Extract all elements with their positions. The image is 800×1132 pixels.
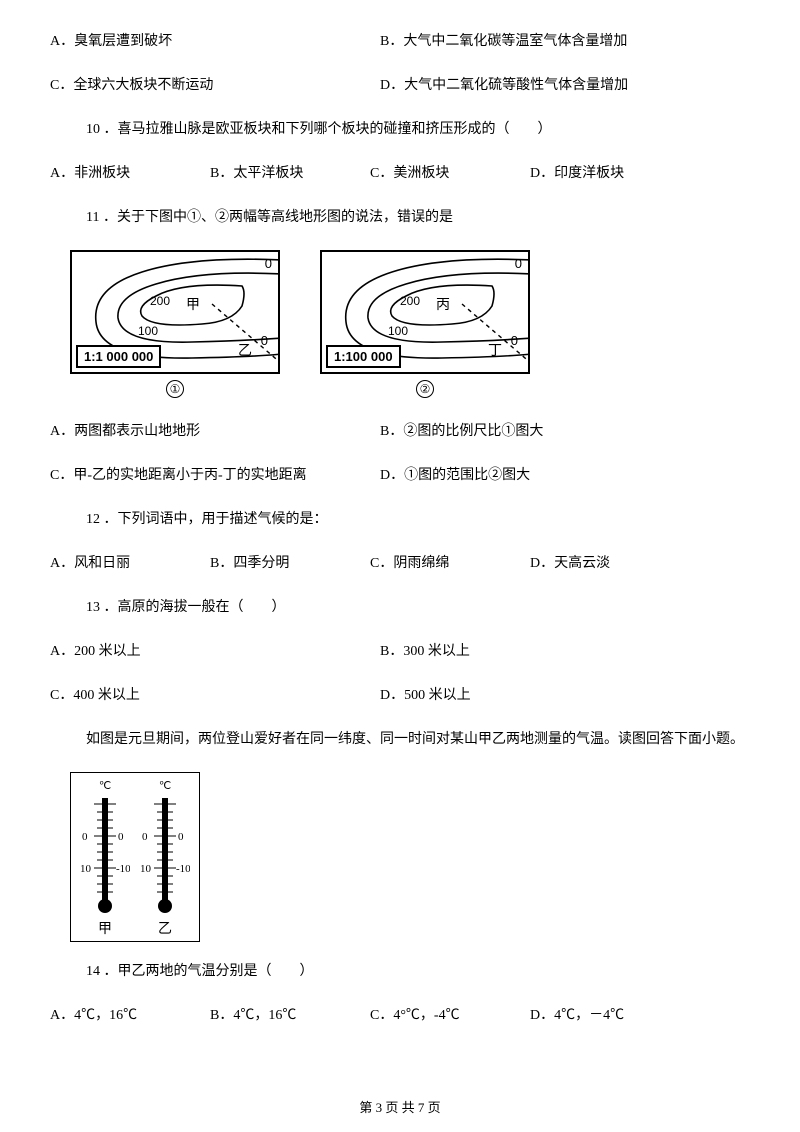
diagram-2-wrap: 0 0 200 100 丙 丁 1:100 000 ② (320, 250, 530, 398)
q14-intro: 如图是元旦期间，两位登山爱好者在同一纬度、同一时间对某山甲乙两地测量的气温。读图… (86, 728, 750, 748)
qtop-opt-b: B．大气中二氧化碳等温室气体含量增加 (380, 30, 740, 50)
qtop-opt-d: D．大气中二氧化硫等酸性气体含量增加 (380, 74, 740, 94)
q14-a: A．4℃，16℃ (50, 1004, 210, 1024)
q13-b: B．300 米以上 (380, 640, 710, 660)
q11-c: C．甲-乙的实地距离小于丙-丁的实地距离 (50, 464, 380, 484)
thermo-l-10r: -10 (116, 863, 130, 875)
d2-circled: ② (416, 380, 434, 398)
q14-c: C．4°℃，-4℃ (370, 1004, 530, 1024)
thermo-r-0r: 0 (178, 831, 184, 843)
thermo-r-10l: 10 (140, 863, 152, 875)
thermo-right-svg: 0 0 10 -10 (140, 794, 190, 914)
q14-stem: 14 ．甲乙两地的气温分别是（ ） (86, 960, 750, 980)
q11-b: B．②图的比例尺比①图大 (380, 420, 710, 440)
q11-a: A．两图都表示山地地形 (50, 420, 380, 440)
diagram-1-wrap: 0 0 200 100 甲 乙 1:1 000 000 ① (70, 250, 280, 398)
thermo-l-0r: 0 (118, 831, 124, 843)
d1-200: 200 (150, 294, 170, 308)
q13-d: D．500 米以上 (380, 684, 710, 704)
q13-c: C．400 米以上 (50, 684, 380, 704)
d2-corner: 丁 (488, 340, 502, 360)
q13-a: A．200 米以上 (50, 640, 380, 660)
q12-opts: A．风和日丽 B．四季分明 C．阴雨绵绵 D．天高云淡 (50, 552, 750, 572)
thermo-right-unit: ℃ (159, 779, 171, 792)
q11-d: D．①图的范围比②图大 (380, 464, 710, 484)
q10-opts: A．非洲板块 B．太平洋板块 C．美洲板块 D．印度洋板块 (50, 162, 750, 182)
d1-scale: 1:1 000 000 (76, 345, 161, 368)
thermo-l-10l: 10 (80, 863, 92, 875)
q14-b: B．4℃，16℃ (210, 1004, 370, 1024)
qtop-opt-c: C．全球六大板块不断运动 (50, 74, 380, 94)
d1-zero-top: 0 (265, 256, 272, 271)
q14-d: D．4℃，－4℃ (530, 1004, 690, 1024)
qtop-opt-a: A．臭氧层遭到破坏 (50, 30, 380, 50)
thermo-r-0l: 0 (142, 831, 148, 843)
q11-row2: C．甲-乙的实地距离小于丙-丁的实地距离 D．①图的范围比②图大 (50, 464, 750, 484)
diagram-1: 0 0 200 100 甲 乙 1:1 000 000 (70, 250, 280, 374)
q10-stem: 10 ．喜马拉雅山脉是欧亚板块和下列哪个板块的碰撞和挤压形成的（ ） (86, 118, 750, 138)
q10-b: B．太平洋板块 (210, 162, 370, 182)
thermo-right: ℃ 0 0 10 -10 乙 (140, 779, 190, 939)
q13-row2: C．400 米以上 D．500 米以上 (50, 684, 750, 704)
qtop-row2: C．全球六大板块不断运动 D．大气中二氧化硫等酸性气体含量增加 (50, 74, 750, 94)
q12-c: C．阴雨绵绵 (370, 552, 530, 572)
thermo-r-10r: -10 (176, 863, 190, 875)
d1-center: 甲 (186, 294, 200, 314)
qtop-row1: A．臭氧层遭到破坏 B．大气中二氧化碳等温室气体含量增加 (50, 30, 750, 50)
q11-row1: A．两图都表示山地地形 B．②图的比例尺比①图大 (50, 420, 750, 440)
thermo-l-0l: 0 (82, 831, 88, 843)
q12-b: B．四季分明 (210, 552, 370, 572)
d2-zero-bot: 0 (511, 333, 518, 348)
thermo-left-svg: 0 0 10 -10 (80, 794, 130, 914)
q10-d: D．印度洋板块 (530, 162, 690, 182)
d2-zero-top: 0 (515, 256, 522, 271)
d2-scale: 1:100 000 (326, 345, 401, 368)
d2-100: 100 (388, 324, 408, 338)
q12-a: A．风和日丽 (50, 552, 210, 572)
q10-a: A．非洲板块 (50, 162, 210, 182)
q12-stem: 12 ．下列词语中，用于描述气候的是： (86, 508, 750, 528)
diagram-2: 0 0 200 100 丙 丁 1:100 000 (320, 250, 530, 374)
d1-corner: 乙 (238, 340, 252, 360)
thermo-left: ℃ 0 0 10 -10 甲 (80, 779, 130, 939)
q12-d: D．天高云淡 (530, 552, 690, 572)
d2-center: 丙 (436, 294, 450, 314)
thermo-left-unit: ℃ (99, 779, 111, 792)
d1-100: 100 (138, 324, 158, 338)
q11-stem: 11 ．关于下图中①、②两幅等高线地形图的说法，错误的是 (86, 206, 750, 226)
d1-circled: ① (166, 380, 184, 398)
q13-row1: A．200 米以上 B．300 米以上 (50, 640, 750, 660)
d1-zero-bot: 0 (261, 333, 268, 348)
q10-c: C．美洲板块 (370, 162, 530, 182)
q13-stem: 13 ．高原的海拔一般在（ ） (86, 596, 750, 616)
page-footer: 第 3 页 共 7 页 (0, 1097, 800, 1116)
thermo-right-label: 乙 (158, 918, 172, 938)
d2-200: 200 (400, 294, 420, 308)
thermo-left-label: 甲 (98, 918, 112, 938)
contour-diagrams: 0 0 200 100 甲 乙 1:1 000 000 ① 0 0 200 10… (70, 250, 750, 398)
thermometer-figure: ℃ 0 0 10 -10 甲 ℃ (70, 772, 200, 942)
q14-opts: A．4℃，16℃ B．4℃，16℃ C．4°℃，-4℃ D．4℃，－4℃ (50, 1004, 750, 1024)
